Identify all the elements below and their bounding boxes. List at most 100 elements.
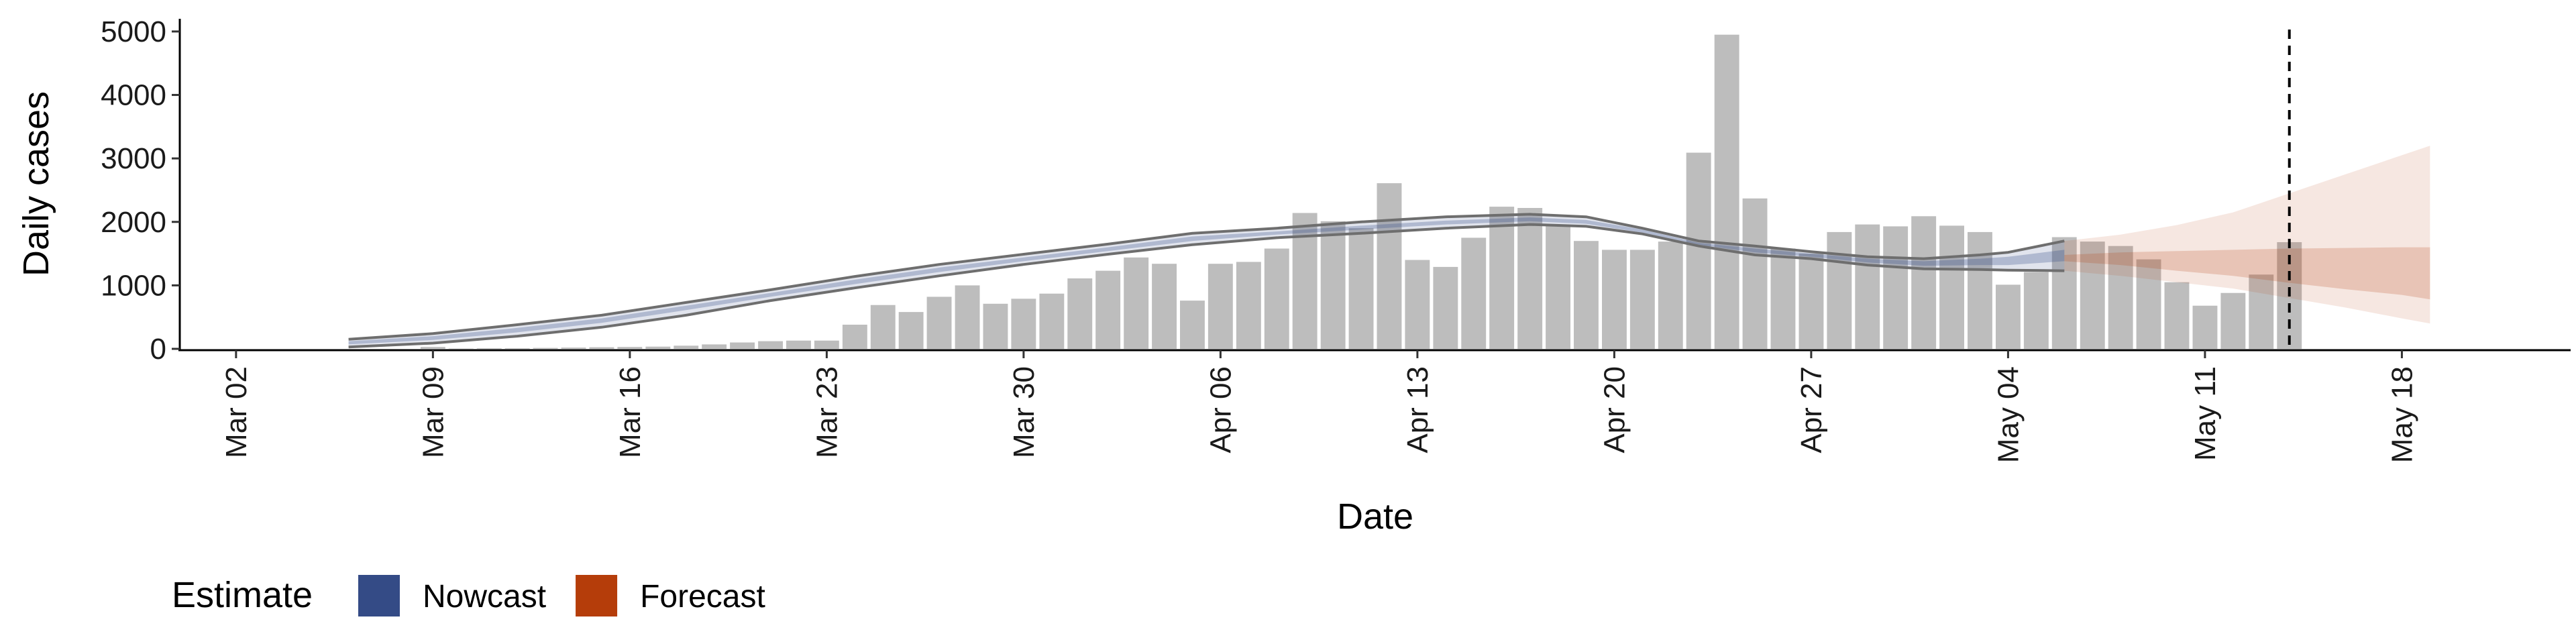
x-tick-label: Mar 16 bbox=[614, 366, 647, 458]
bar bbox=[420, 347, 445, 349]
nowcast-upper-line bbox=[348, 213, 2065, 341]
bar bbox=[758, 341, 783, 349]
x-tick-label: Apr 06 bbox=[1204, 366, 1237, 453]
legend-label-forecast: Forecast bbox=[640, 579, 765, 614]
bar bbox=[926, 297, 952, 349]
y-tick-label: 5000 bbox=[101, 15, 166, 48]
x-tick-label: Apr 13 bbox=[1401, 366, 1434, 453]
nowcast-inner-band bbox=[348, 217, 2065, 345]
x-tick-label: Apr 20 bbox=[1598, 366, 1631, 453]
bar bbox=[1939, 225, 1964, 349]
legend-title: Estimate bbox=[172, 575, 313, 615]
bar bbox=[533, 347, 558, 349]
x-tick-label: May 18 bbox=[2385, 366, 2418, 463]
x-tick-label: Mar 02 bbox=[220, 366, 253, 458]
bar bbox=[1714, 34, 1739, 349]
bar bbox=[1264, 248, 1289, 349]
x-tick-label: May 04 bbox=[1992, 366, 2025, 463]
bar bbox=[1208, 264, 1233, 349]
bar bbox=[1011, 299, 1036, 349]
bar bbox=[476, 348, 502, 349]
bar bbox=[2249, 274, 2274, 349]
bar bbox=[1742, 198, 1768, 349]
bar bbox=[1629, 250, 1655, 349]
y-tick-label: 2000 bbox=[101, 206, 166, 239]
bar bbox=[1546, 225, 1570, 349]
nowcast-outer-band bbox=[348, 214, 2065, 347]
nowcast-lower-line bbox=[348, 223, 2065, 349]
bar bbox=[1320, 221, 1346, 349]
bar bbox=[1039, 293, 1065, 349]
bar bbox=[1911, 216, 1937, 349]
bar bbox=[786, 340, 811, 349]
x-tick-label: Mar 09 bbox=[417, 366, 449, 458]
bar-series bbox=[420, 34, 2302, 349]
bar bbox=[504, 348, 530, 349]
bar bbox=[730, 342, 755, 349]
bar bbox=[2023, 272, 2049, 349]
axes: 0 1000 2000 3000 4000 5000 Mar 02 Mar 09 Mar 16 M… bbox=[16, 15, 2571, 537]
bar bbox=[955, 285, 980, 349]
bar bbox=[898, 312, 924, 349]
x-tick-label: Mar 30 bbox=[1008, 366, 1040, 458]
legend: Estimate Nowcast Forecast bbox=[172, 575, 765, 616]
bar bbox=[814, 340, 839, 349]
bar bbox=[1152, 264, 1177, 349]
bar bbox=[2136, 259, 2161, 349]
bar bbox=[1517, 208, 1543, 349]
bar bbox=[1095, 270, 1121, 349]
bar bbox=[842, 325, 867, 349]
bar bbox=[1405, 260, 1430, 349]
y-tick-label: 4000 bbox=[101, 79, 166, 112]
bar bbox=[1461, 237, 1487, 349]
y-tick-label: 0 bbox=[150, 333, 166, 366]
bar bbox=[1236, 262, 1261, 349]
bar bbox=[983, 303, 1008, 349]
bar bbox=[1348, 228, 1374, 349]
legend-swatch-forecast bbox=[576, 575, 618, 616]
bar bbox=[2192, 305, 2218, 349]
bar bbox=[1602, 250, 1627, 349]
bar bbox=[2164, 282, 2190, 349]
bar bbox=[1770, 248, 1796, 349]
bar bbox=[561, 347, 586, 349]
bar bbox=[645, 346, 671, 349]
bar bbox=[589, 347, 614, 349]
estimate-bands bbox=[348, 146, 2430, 349]
x-tick-label: May 11 bbox=[2189, 366, 2222, 461]
bar bbox=[674, 345, 699, 349]
forecast-inner-band bbox=[2064, 247, 2430, 300]
bar bbox=[1124, 257, 1149, 349]
bar bbox=[2108, 246, 2133, 349]
bar bbox=[1799, 254, 1824, 349]
bar bbox=[1996, 284, 2021, 349]
bar bbox=[448, 348, 474, 349]
bar bbox=[1686, 152, 1711, 349]
x-axis-title: Date bbox=[1337, 496, 1413, 537]
y-axis-title: Daily cases bbox=[16, 91, 56, 276]
bar bbox=[870, 305, 896, 349]
legend-label-nowcast: Nowcast bbox=[423, 579, 546, 614]
y-tick-label: 3000 bbox=[101, 142, 166, 175]
legend-swatch-nowcast bbox=[358, 575, 400, 616]
bar bbox=[2220, 292, 2246, 349]
bar bbox=[2051, 237, 2077, 349]
bar bbox=[1658, 241, 1683, 349]
bar bbox=[702, 344, 727, 349]
bar bbox=[1433, 266, 1458, 349]
x-tick-label: Mar 23 bbox=[810, 366, 843, 458]
bar bbox=[1883, 226, 1909, 349]
bar bbox=[1855, 224, 1880, 349]
bar bbox=[1067, 278, 1093, 349]
x-tick-label: Apr 27 bbox=[1795, 366, 1828, 453]
bar bbox=[1574, 241, 1599, 349]
y-tick-label: 1000 bbox=[101, 269, 166, 302]
forecast-outer-band bbox=[2064, 146, 2430, 324]
bar bbox=[1180, 301, 1205, 349]
bar bbox=[1827, 231, 1852, 349]
bar bbox=[617, 347, 643, 349]
bar bbox=[1968, 231, 1992, 349]
bar bbox=[1489, 207, 1515, 349]
bar bbox=[1377, 183, 1402, 349]
